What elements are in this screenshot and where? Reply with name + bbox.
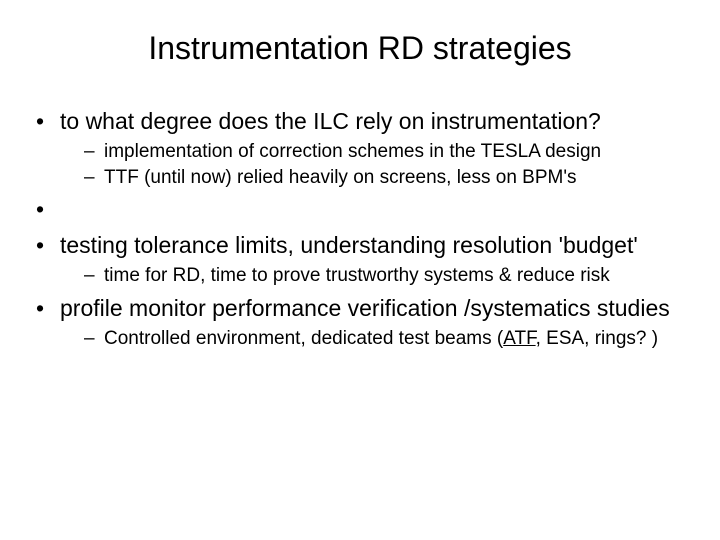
bullet-text: testing tolerance limits, understanding … [60, 232, 638, 258]
bullet-text: to what degree does the ILC rely on inst… [60, 108, 601, 134]
slide: Instrumentation RD strategies to what de… [0, 0, 720, 540]
sub-bullet-text: time for RD, time to prove trustworthy s… [104, 265, 610, 286]
sub-bullet-item: time for RD, time to prove trustworthy s… [60, 264, 690, 288]
sub-bullet-list: Controlled environment, dedicated test b… [60, 327, 690, 351]
bullet-item: testing tolerance limits, understanding … [30, 231, 690, 288]
sub-bullet-text: implementation of correction schemes in … [104, 141, 601, 162]
bullet-list: to what degree does the ILC rely on inst… [30, 107, 690, 350]
slide-title: Instrumentation RD strategies [30, 30, 690, 67]
sub-bullet-item: Controlled environment, dedicated test b… [60, 327, 690, 351]
sub-bullet-item: implementation of correction schemes in … [60, 140, 690, 164]
bullet-item: to what degree does the ILC rely on inst… [30, 107, 690, 189]
sub-bullet-text-underline: ATF [503, 328, 535, 349]
sub-bullet-list: implementation of correction schemes in … [60, 140, 690, 190]
sub-bullet-list: time for RD, time to prove trustworthy s… [60, 264, 690, 288]
sub-bullet-text-pre: Controlled environment, dedicated test b… [104, 328, 503, 349]
spacer [30, 195, 690, 225]
bullet-item: profile monitor performance verification… [30, 294, 690, 351]
bullet-text: profile monitor performance verification… [60, 295, 670, 321]
sub-bullet-text: TTF (until now) relied heavily on screen… [104, 167, 576, 188]
sub-bullet-item: TTF (until now) relied heavily on screen… [60, 166, 690, 190]
sub-bullet-text-post: , ESA, rings? ) [536, 328, 659, 349]
